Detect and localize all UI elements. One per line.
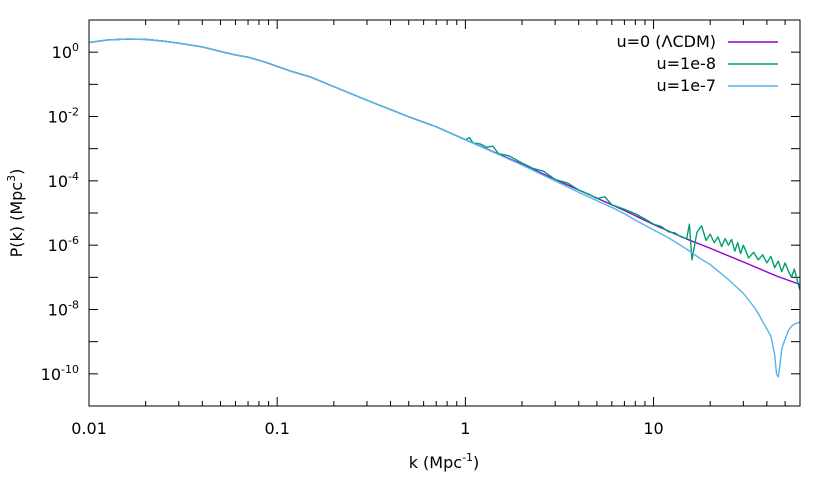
plot-frame [88,19,801,407]
y-tick-label: 100 [52,41,79,62]
x-axis: 0.01 0.1 1 10 [71,20,801,438]
series-line-3 [89,38,800,378]
y-tick-label: 10-6 [48,234,79,255]
y-tick-label: 10-8 [48,299,79,320]
x-tick-label: 10 [643,419,663,438]
legend-label-2: u=1e-8 [656,54,716,73]
x-tick-label: 0.01 [71,419,107,438]
legend-label-1: u=0 (ΛCDM) [616,32,716,51]
legend: u=0 (ΛCDM) u=1e-8 u=1e-7 [616,32,778,95]
x-tick-label: 1 [460,419,470,438]
y-tick-label: 10-2 [48,106,79,127]
y-tick-label: 10-4 [48,170,79,191]
y-axis: 100 10-2 10-4 10-6 10-8 10-10 [41,19,800,407]
y-tick-label: 10-10 [41,363,79,384]
plot-area [89,38,800,378]
x-axis-title: k (Mpc-1) [409,451,480,472]
y-axis-title: P(k) (Mpc3) [5,169,26,258]
x-tick-label: 0.1 [264,419,289,438]
legend-label-3: u=1e-7 [656,76,716,95]
